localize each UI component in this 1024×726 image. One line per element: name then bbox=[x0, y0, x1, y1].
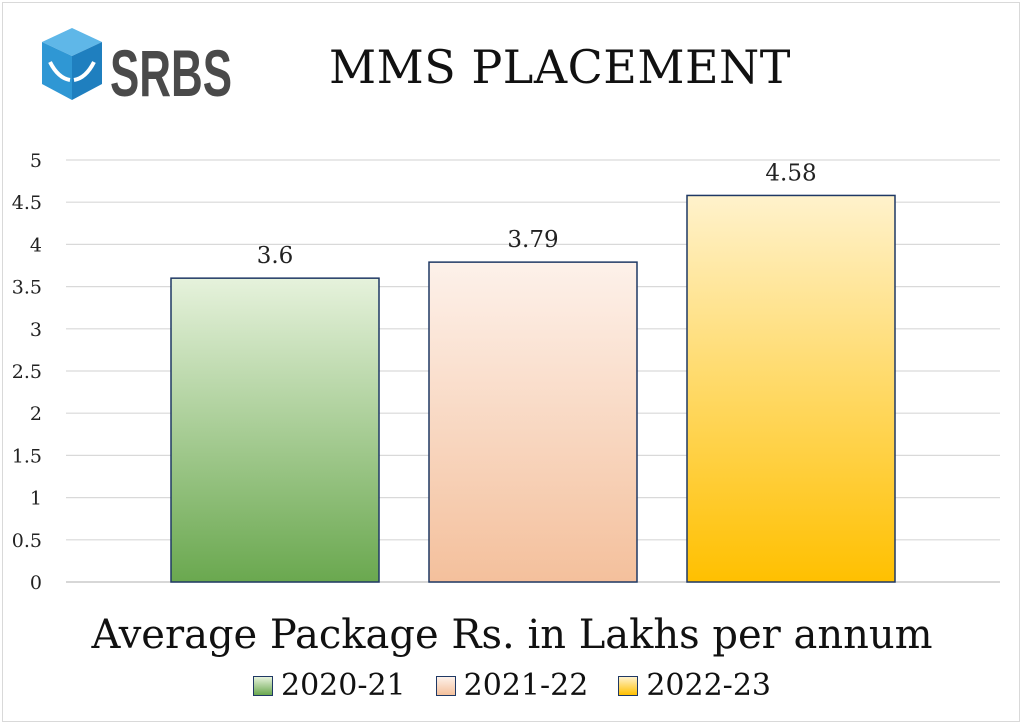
y-tick-label: 3 bbox=[30, 319, 42, 341]
legend: 2020-21 2021-22 2022-23 bbox=[0, 668, 1024, 703]
y-tick-label: 3.5 bbox=[12, 277, 42, 299]
legend-label: 2022-23 bbox=[646, 668, 771, 703]
bar-2020-21 bbox=[170, 277, 380, 583]
data-label-2021-22: 3.79 bbox=[507, 227, 558, 253]
srbs-logo: SRBS bbox=[42, 28, 232, 110]
data-label-2022-23: 4.58 bbox=[765, 160, 816, 186]
y-tick-label: 5 bbox=[30, 150, 42, 172]
legend-swatch bbox=[435, 675, 456, 696]
logo-text: SRBS bbox=[110, 36, 232, 110]
legend-item: 2022-23 bbox=[618, 668, 771, 703]
legend-swatch bbox=[252, 675, 273, 696]
y-tick-label: 0.5 bbox=[12, 530, 42, 552]
y-tick-label: 2 bbox=[30, 403, 42, 425]
cube-book-icon bbox=[42, 28, 102, 100]
legend-label: 2021-22 bbox=[463, 668, 589, 703]
y-tick-label: 1 bbox=[30, 488, 42, 510]
legend-swatch bbox=[618, 675, 639, 696]
y-tick-label: 2.5 bbox=[12, 361, 42, 383]
legend-item: 2021-22 bbox=[435, 668, 589, 703]
y-tick-label: 4 bbox=[30, 234, 42, 256]
legend-label: 2020-21 bbox=[280, 668, 406, 703]
legend-item: 2020-21 bbox=[252, 668, 406, 703]
y-tick-label: 0 bbox=[30, 572, 42, 594]
y-tick-label: 4.5 bbox=[12, 192, 42, 214]
data-label-2020-21: 3.6 bbox=[257, 243, 294, 269]
bar-2021-22 bbox=[428, 261, 638, 583]
y-tick-label: 1.5 bbox=[12, 445, 42, 467]
x-axis-label: Average Package Rs. in Lakhs per annum bbox=[91, 612, 933, 658]
bar-2022-23 bbox=[686, 194, 896, 583]
chart-title: MMS PLACEMENT bbox=[329, 40, 791, 94]
